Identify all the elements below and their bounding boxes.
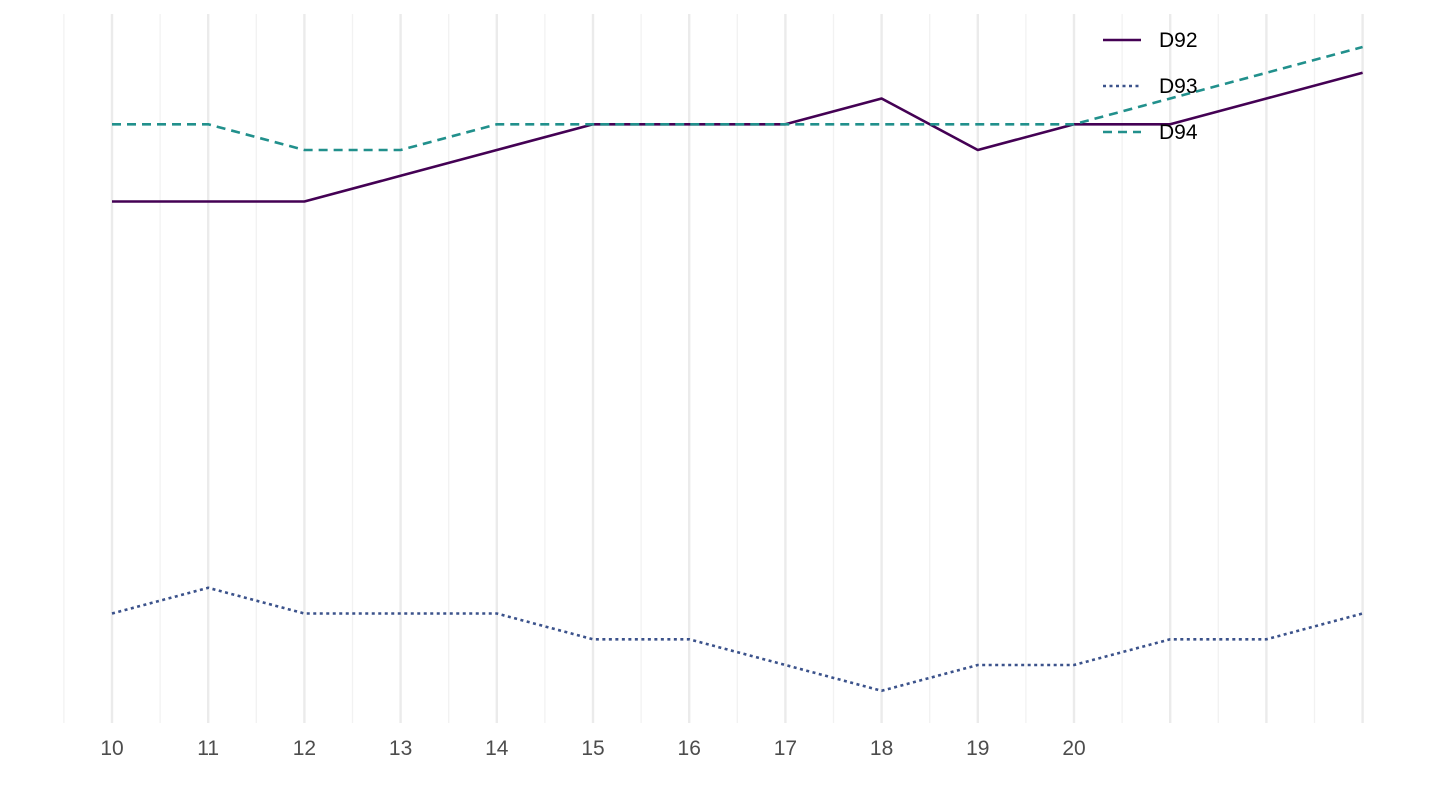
x-axis: 10 11 12 13 14 15 16 17 18 19 20 xyxy=(100,737,1085,760)
series-lines xyxy=(111,45,1363,693)
x-tick-label: 10 xyxy=(100,737,123,760)
x-tick-label: 16 xyxy=(678,737,701,760)
x-tick-label: 17 xyxy=(774,737,797,760)
legend: D92 D93 D94 xyxy=(1103,29,1198,144)
x-tick-label: 19 xyxy=(966,737,989,760)
legend-label-d92: D92 xyxy=(1159,29,1198,52)
series-line-d94 xyxy=(112,45,1363,152)
x-tick-label: 14 xyxy=(485,737,509,760)
gridlines xyxy=(63,14,1364,723)
legend-label-d93: D93 xyxy=(1159,75,1198,98)
legend-label-d94: D94 xyxy=(1159,121,1198,144)
x-tick-label: 18 xyxy=(870,737,893,760)
x-tick-label: 20 xyxy=(1062,737,1085,760)
x-tick-label: 15 xyxy=(581,737,604,760)
x-tick-label: 11 xyxy=(197,737,219,760)
series-line-d93 xyxy=(111,586,1363,693)
x-tick-label: 12 xyxy=(293,737,316,760)
x-tick-label: 13 xyxy=(389,737,412,760)
